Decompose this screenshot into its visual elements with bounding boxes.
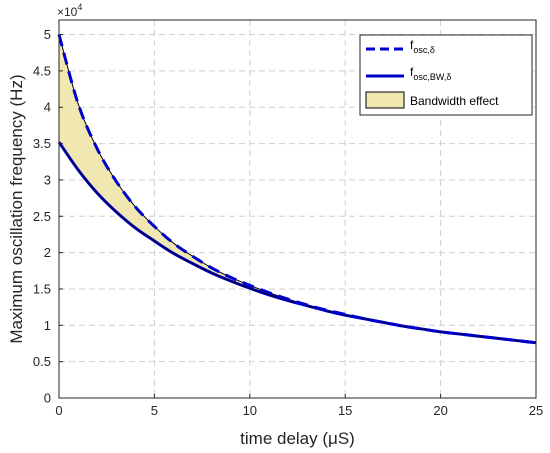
x-tick-label: 20 [433, 403, 447, 418]
y-axis-multiplier: ×104 [57, 2, 82, 19]
plot-frame [58, 19, 537, 399]
y-tick-label: 3.5 [33, 136, 51, 151]
x-tick-label: 10 [243, 403, 257, 418]
y-axis-ticks: 0 0.5 1 1.5 2 2.5 3 3.5 4 4.5 5 [33, 27, 63, 406]
y-tick-label: 0.5 [33, 354, 51, 369]
x-axis-ticks: 0 5 10 15 20 25 [55, 394, 543, 418]
y-tick-label: 5 [44, 27, 51, 42]
legend-label-f-osc-bw-delta: fosc,BW,δ [410, 65, 451, 82]
legend-swatch-fill [365, 91, 405, 109]
x-tick-label: 5 [151, 403, 158, 418]
legend: fosc,δ fosc,BW,δ Bandwidth effect [359, 34, 533, 116]
x-tick-label: 25 [529, 403, 543, 418]
y-tick-label: 4 [44, 100, 51, 115]
y-tick-label: 2 [44, 245, 51, 260]
legend-label-f-osc-delta: fosc,δ [410, 38, 435, 55]
series-f-osc-delta [57, 34, 537, 345]
series-lines [57, 34, 537, 345]
y-tick-label: 0 [44, 391, 51, 406]
y-tick-label: 1 [44, 318, 51, 333]
y-tick-label: 3 [44, 172, 51, 187]
y-tick-label: 4.5 [33, 63, 51, 78]
y-tick-label: 2.5 [33, 209, 51, 224]
fill-edge-lower [58, 141, 537, 344]
x-tick-label: 15 [338, 403, 352, 418]
x-tick-label: 0 [55, 403, 62, 418]
series-f-osc-bw-delta [57, 141, 537, 345]
legend-label-bandwidth-effect: Bandwidth effect [410, 94, 499, 108]
x-axis-label: time delay (μS) [240, 429, 355, 448]
y-axis-label: Maximum oscillation frequency (Hz) [7, 74, 26, 343]
y-tick-label: 1.5 [33, 281, 51, 296]
